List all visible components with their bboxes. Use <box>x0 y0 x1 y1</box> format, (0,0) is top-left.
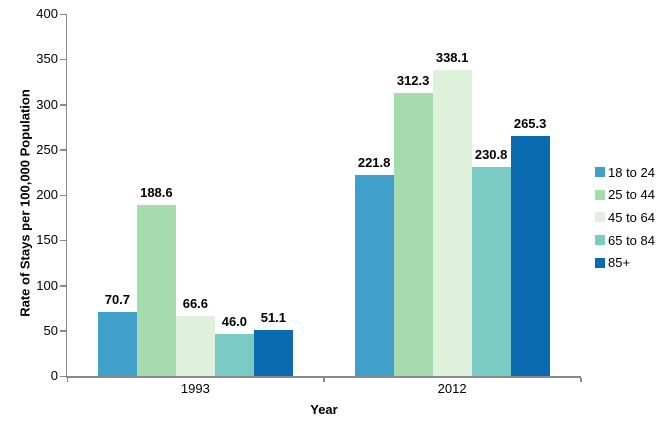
legend-item: 25 to 44 <box>595 184 655 207</box>
y-tick-mark <box>60 58 66 61</box>
bar-value-label: 51.1 <box>260 309 287 325</box>
y-tick-mark <box>60 104 66 106</box>
bar-1993-18to24 <box>97 312 137 376</box>
x-category-label: 1993 <box>180 381 210 396</box>
bar-1993-65to84 <box>214 334 254 376</box>
bar-value-label: 188.6 <box>140 185 173 201</box>
legend-label: 25 to 44 <box>608 187 655 203</box>
legend-label: 65 to 84 <box>608 232 655 248</box>
y-tick-label: 200 <box>36 187 58 202</box>
bar-value-label: 70.7 <box>104 292 131 308</box>
x-axis-line <box>65 376 581 378</box>
legend-item: 45 to 64 <box>595 206 655 229</box>
y-tick-mark <box>60 194 66 196</box>
legend-swatch-icon <box>595 189 605 200</box>
y-axis-line <box>65 14 67 378</box>
legend-label: 85+ <box>608 255 631 271</box>
legend-label: 45 to 64 <box>608 209 655 225</box>
y-tick-label: 150 <box>36 232 58 248</box>
legend-swatch-icon <box>595 257 605 268</box>
bar-value-label: 66.6 <box>182 295 209 311</box>
x-tick-mark <box>66 378 68 382</box>
bar-value-label: 338.1 <box>435 50 469 66</box>
bar-value-label: 230.8 <box>474 147 508 163</box>
bar-2012-85+ <box>510 135 550 376</box>
x-category-label: 2012 <box>437 381 467 396</box>
y-tick-label: 250 <box>36 141 58 157</box>
bar-1993-45to64 <box>175 315 215 376</box>
legend-label: 18 to 24 <box>608 164 655 180</box>
y-tick-mark <box>60 375 66 377</box>
x-tick-mark <box>580 378 582 382</box>
legend-item: 18 to 24 <box>595 161 655 184</box>
y-tick-label: 300 <box>36 96 58 112</box>
y-tick-label: 350 <box>36 51 58 67</box>
y-tick-label: 50 <box>43 322 58 338</box>
y-tick-label: 400 <box>36 6 58 21</box>
y-tick-mark <box>60 330 66 332</box>
bar-2012-45to64 <box>432 70 472 376</box>
bar-value-label: 265.3 <box>513 115 547 131</box>
y-tick-mark <box>60 285 66 287</box>
legend-swatch-icon <box>595 212 605 223</box>
legend-swatch-icon <box>595 167 605 178</box>
y-tick-label: 100 <box>36 277 58 293</box>
x-tick-mark <box>323 378 325 382</box>
bar-2012-18to24 <box>354 175 394 376</box>
legend-swatch-icon <box>595 235 605 246</box>
bar-2012-65to84 <box>471 167 511 376</box>
bar-1993-85+ <box>253 329 293 376</box>
y-tick-label: 0 <box>50 368 58 383</box>
bar-value-label: 312.3 <box>396 73 430 89</box>
y-tick-mark <box>60 13 66 15</box>
legend: 18 to 24 25 to 44 45 to 64 65 to 84 85+ <box>595 161 655 274</box>
bar-value-label: 46.0 <box>221 314 248 330</box>
bar-value-label: 221.8 <box>357 155 391 171</box>
y-tick-mark <box>60 149 66 151</box>
y-tick-mark <box>60 239 66 242</box>
bar-2012-25to44 <box>393 93 433 376</box>
x-axis-title: Year <box>310 402 338 417</box>
legend-item: 65 to 84 <box>595 229 655 252</box>
bar-1993-25to44 <box>136 205 176 376</box>
legend-item: 85+ <box>595 251 655 274</box>
